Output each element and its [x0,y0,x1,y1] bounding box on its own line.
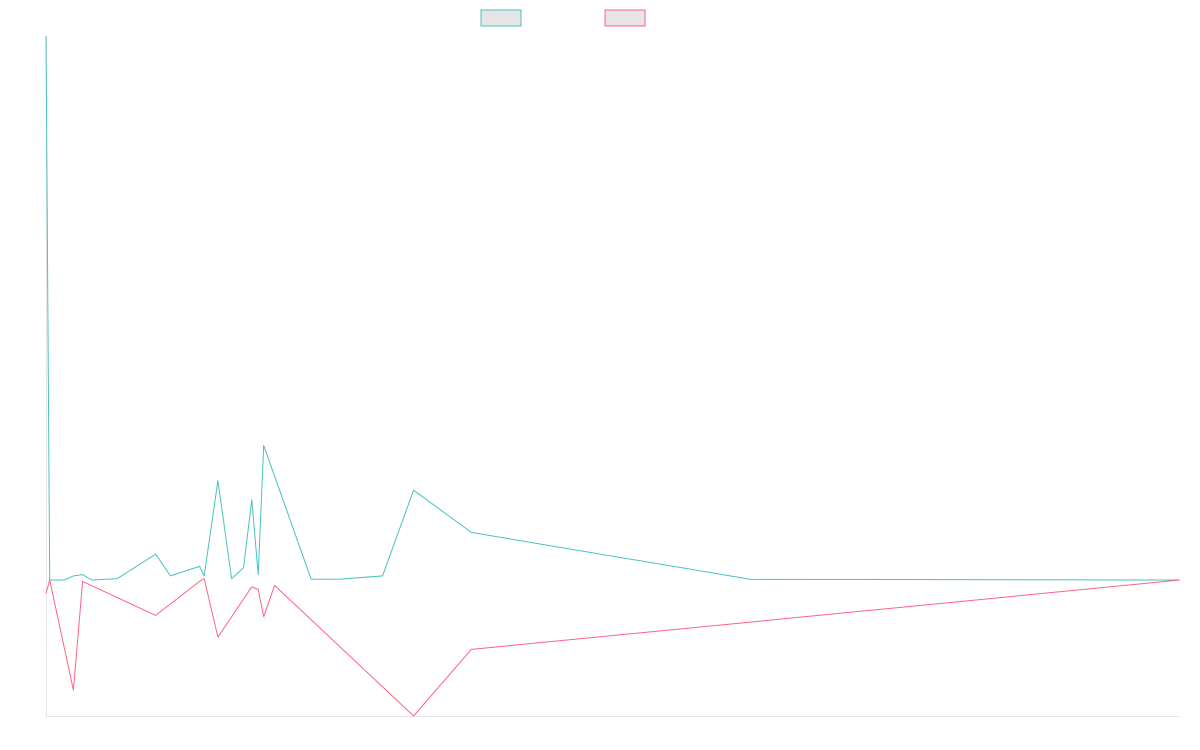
legend-swatch-series-2[interactable] [604,9,646,27]
legend-swatch-series-1[interactable] [480,9,522,27]
axes [46,36,1180,717]
series-2-line [45,578,1181,717]
legend[interactable] [480,9,646,27]
series-layer [45,35,1181,717]
series-1-line [45,35,1181,581]
